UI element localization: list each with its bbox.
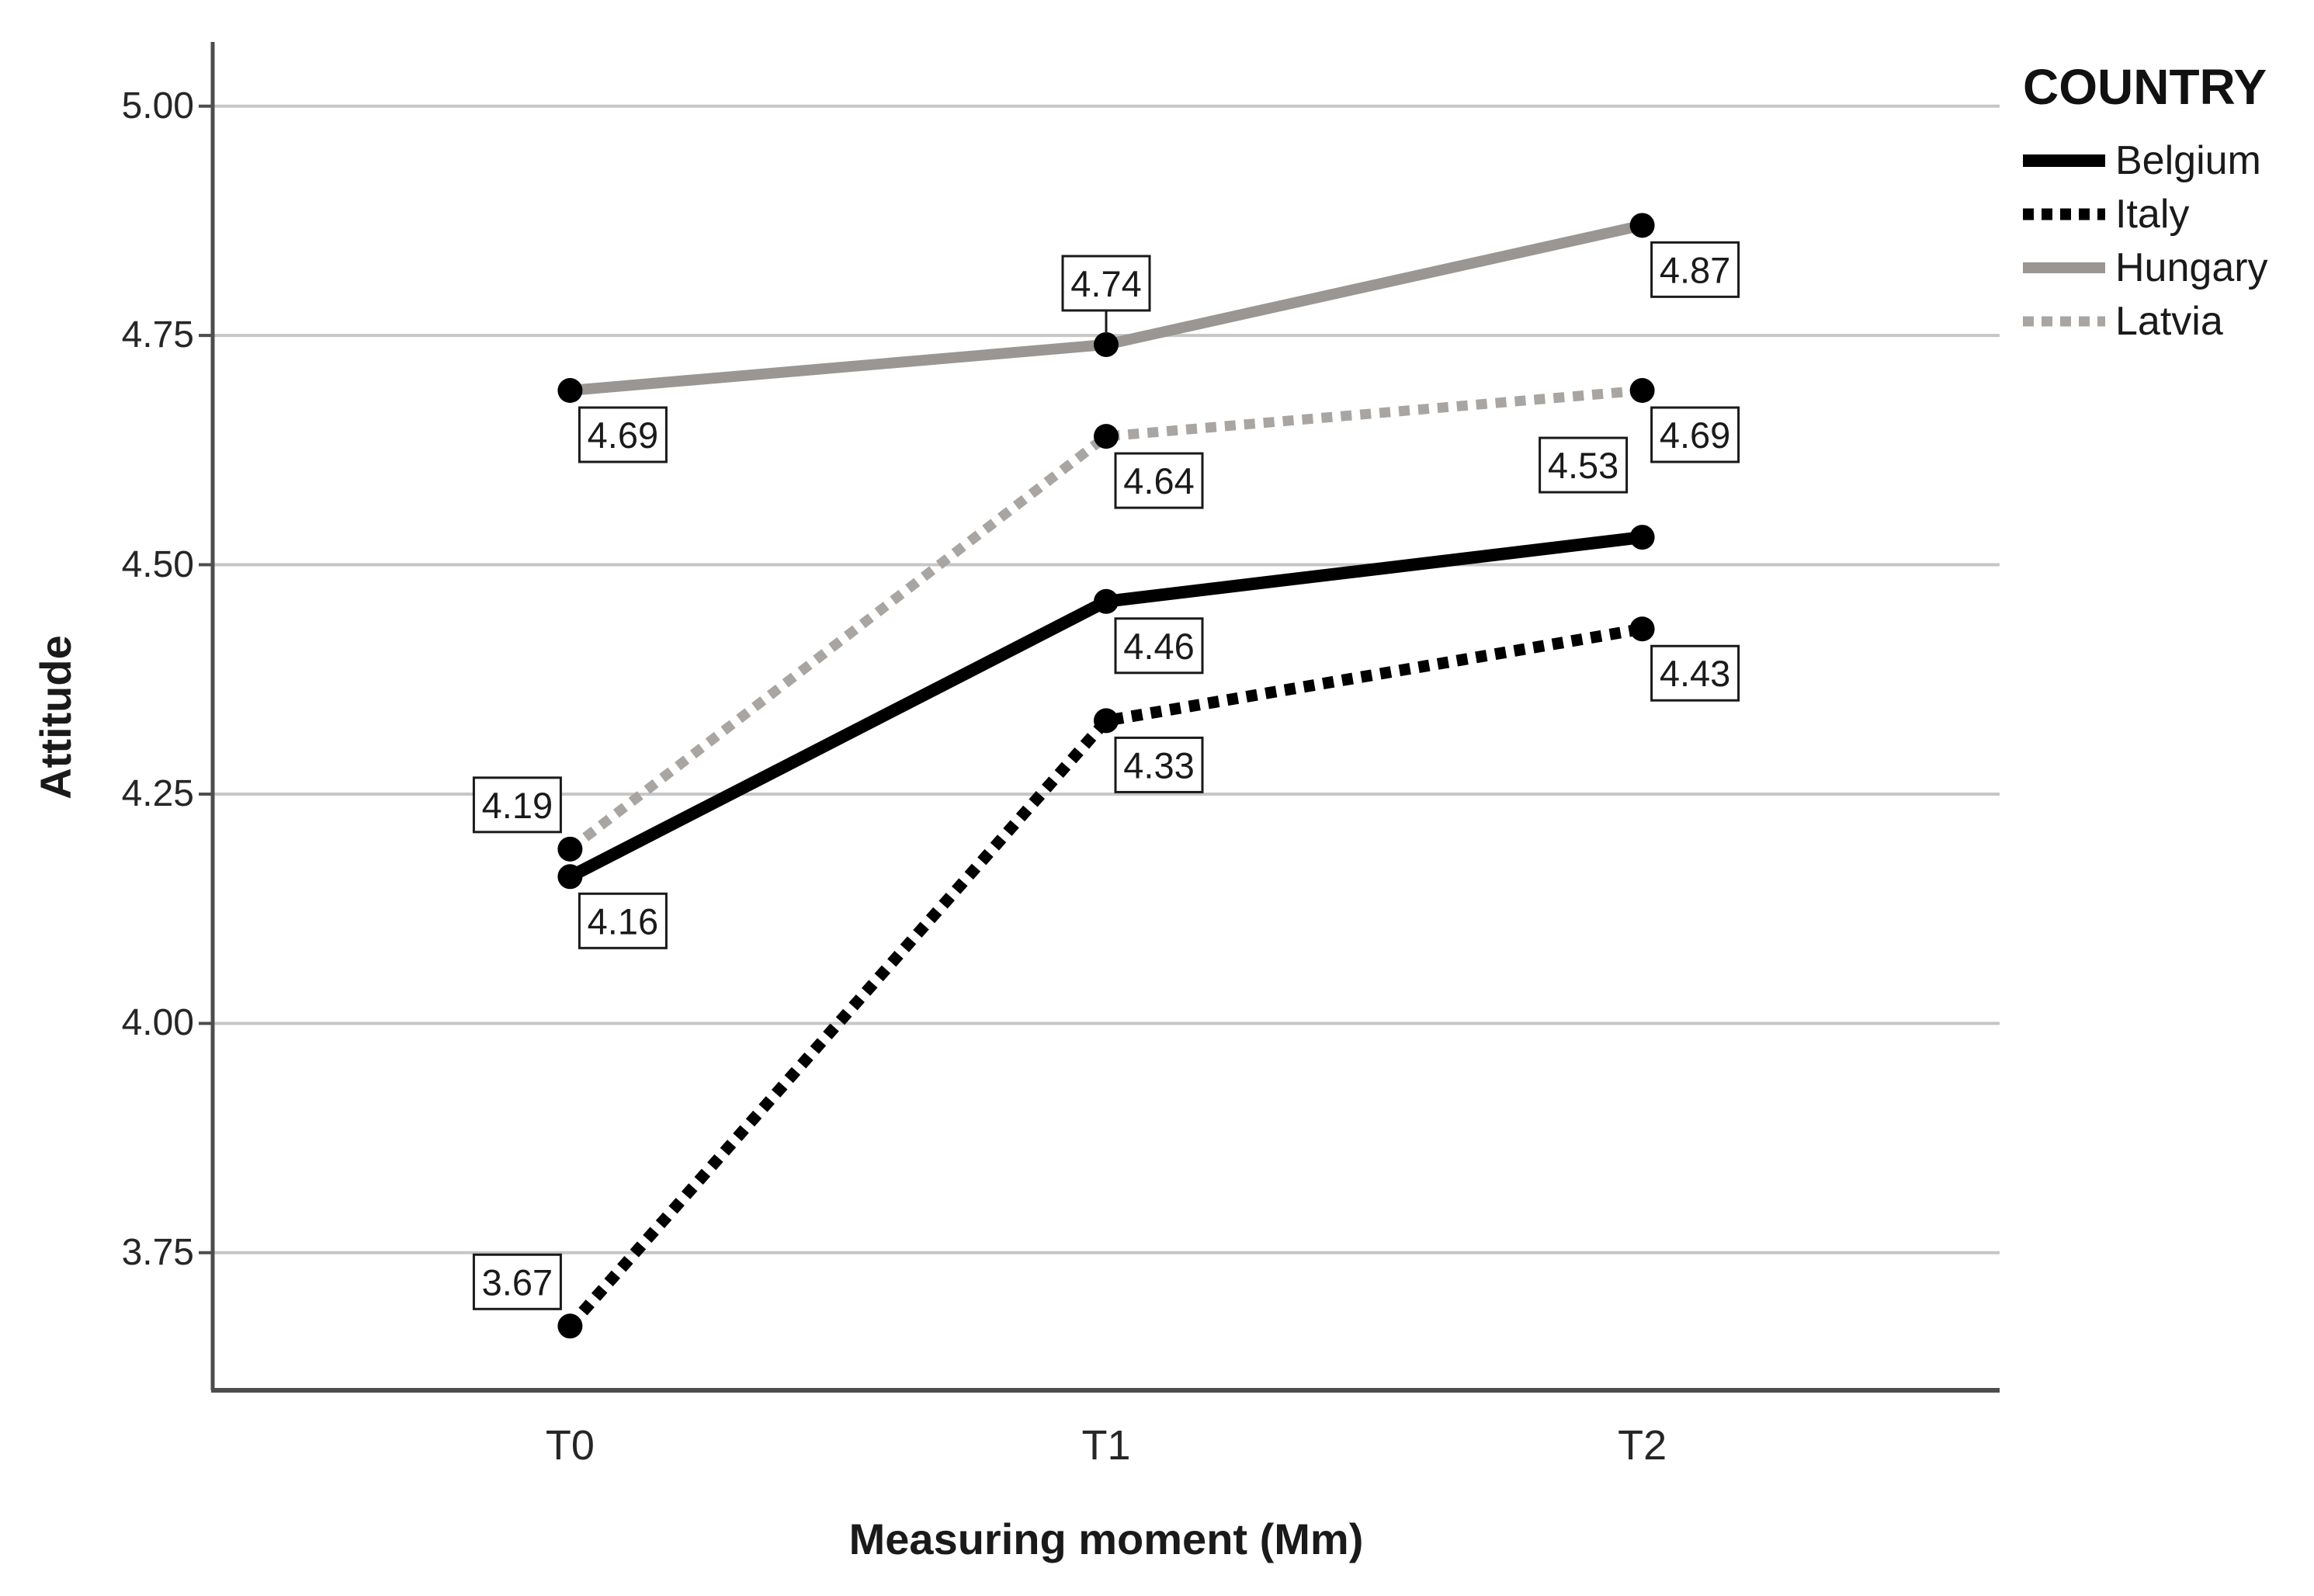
y-tick-label: 5.00 (121, 85, 194, 127)
x-tick-label: T0 (545, 1422, 595, 1469)
data-label-text: 4.64 (1123, 460, 1194, 501)
data-label-text: 4.53 (1548, 445, 1618, 486)
data-point-marker-italy (1629, 616, 1655, 642)
data-label-text: 4.74 (1070, 263, 1141, 304)
data-label-box (472, 1253, 562, 1310)
legend-label: Latvia (2115, 298, 2223, 344)
data-label-box (1650, 406, 1740, 463)
x-tick-label: T1 (1081, 1422, 1131, 1469)
data-label-box (578, 892, 668, 949)
data-point-marker-hungary (1629, 213, 1655, 238)
data-point-marker-belgium (1094, 588, 1119, 614)
y-tick-label: 3.75 (121, 1231, 194, 1273)
y-tick-label: 4.75 (121, 314, 194, 356)
data-label-box (1114, 452, 1204, 509)
y-tick-label: 4.25 (121, 772, 194, 814)
legend-swatch-solid-line (2023, 262, 2105, 273)
series-line-latvia (567, 385, 1643, 853)
legend-swatch-dotted-line (2023, 316, 2105, 326)
data-label-text: 4.69 (588, 415, 658, 456)
data-label-text: 3.67 (482, 1261, 553, 1303)
legend-swatch-solid-line (2023, 154, 2105, 167)
legend-label: Belgium (2115, 137, 2261, 183)
legend: COUNTRY Belgium Italy Hungary Latvia (2023, 61, 2312, 348)
data-point-marker-italy (1094, 708, 1119, 734)
data-label-box (1539, 436, 1629, 494)
data-label-box (472, 776, 562, 834)
data-label-text: 4.69 (1660, 415, 1730, 456)
data-label-box (578, 406, 668, 463)
data-point-marker-latvia (1094, 424, 1119, 449)
x-tick-label: T2 (1618, 1422, 1667, 1469)
data-label-text: 4.19 (482, 785, 553, 826)
data-label-text: 4.43 (1660, 653, 1730, 694)
legend-title: COUNTRY (2023, 59, 2267, 115)
data-label-box (1061, 255, 1151, 312)
data-label-text: 4.87 (1660, 249, 1730, 290)
y-tick-label: 4.50 (121, 543, 194, 585)
data-point-marker-belgium (1629, 525, 1655, 550)
data-point-marker-hungary (557, 378, 583, 404)
data-point-marker-italy (557, 1313, 583, 1339)
data-label-text: 4.46 (1123, 626, 1194, 667)
data-label-text: 4.16 (588, 900, 658, 942)
legend-swatch-dotted-line (2023, 208, 2105, 220)
data-label-box (1650, 241, 1740, 298)
series-line-italy (565, 623, 1643, 1331)
legend-items: Belgium Italy Hungary Latvia (2023, 134, 2312, 348)
data-point-marker-latvia (1629, 378, 1655, 404)
data-point-marker-belgium (557, 864, 583, 890)
series-group (557, 213, 1655, 1339)
data-label-box (1650, 644, 1740, 702)
data-labels-group: 4.16 4.46 4.53 3.67 4.33 4.43 4.69 4.74 4.87 4.19… (472, 241, 1740, 1310)
series-line-belgium (567, 531, 1643, 883)
y-tick-label: 4.00 (121, 1002, 194, 1044)
data-label-text: 4.33 (1123, 744, 1194, 786)
data-point-marker-hungary (1094, 331, 1119, 357)
legend-label: Hungary (2115, 245, 2268, 290)
data-label-box (1114, 617, 1204, 675)
legend-item-latvia: Latvia (2023, 294, 2312, 348)
x-axis-title: Measuring moment (Mm) (848, 1514, 1364, 1563)
legend-item-italy: Italy (2023, 187, 2312, 241)
data-point-marker-latvia (557, 836, 583, 862)
legend-label: Italy (2115, 191, 2190, 237)
data-label-box (1114, 736, 1204, 793)
legend-item-belgium: Belgium (2023, 134, 2312, 187)
legend-item-hungary: Hungary (2023, 241, 2312, 294)
